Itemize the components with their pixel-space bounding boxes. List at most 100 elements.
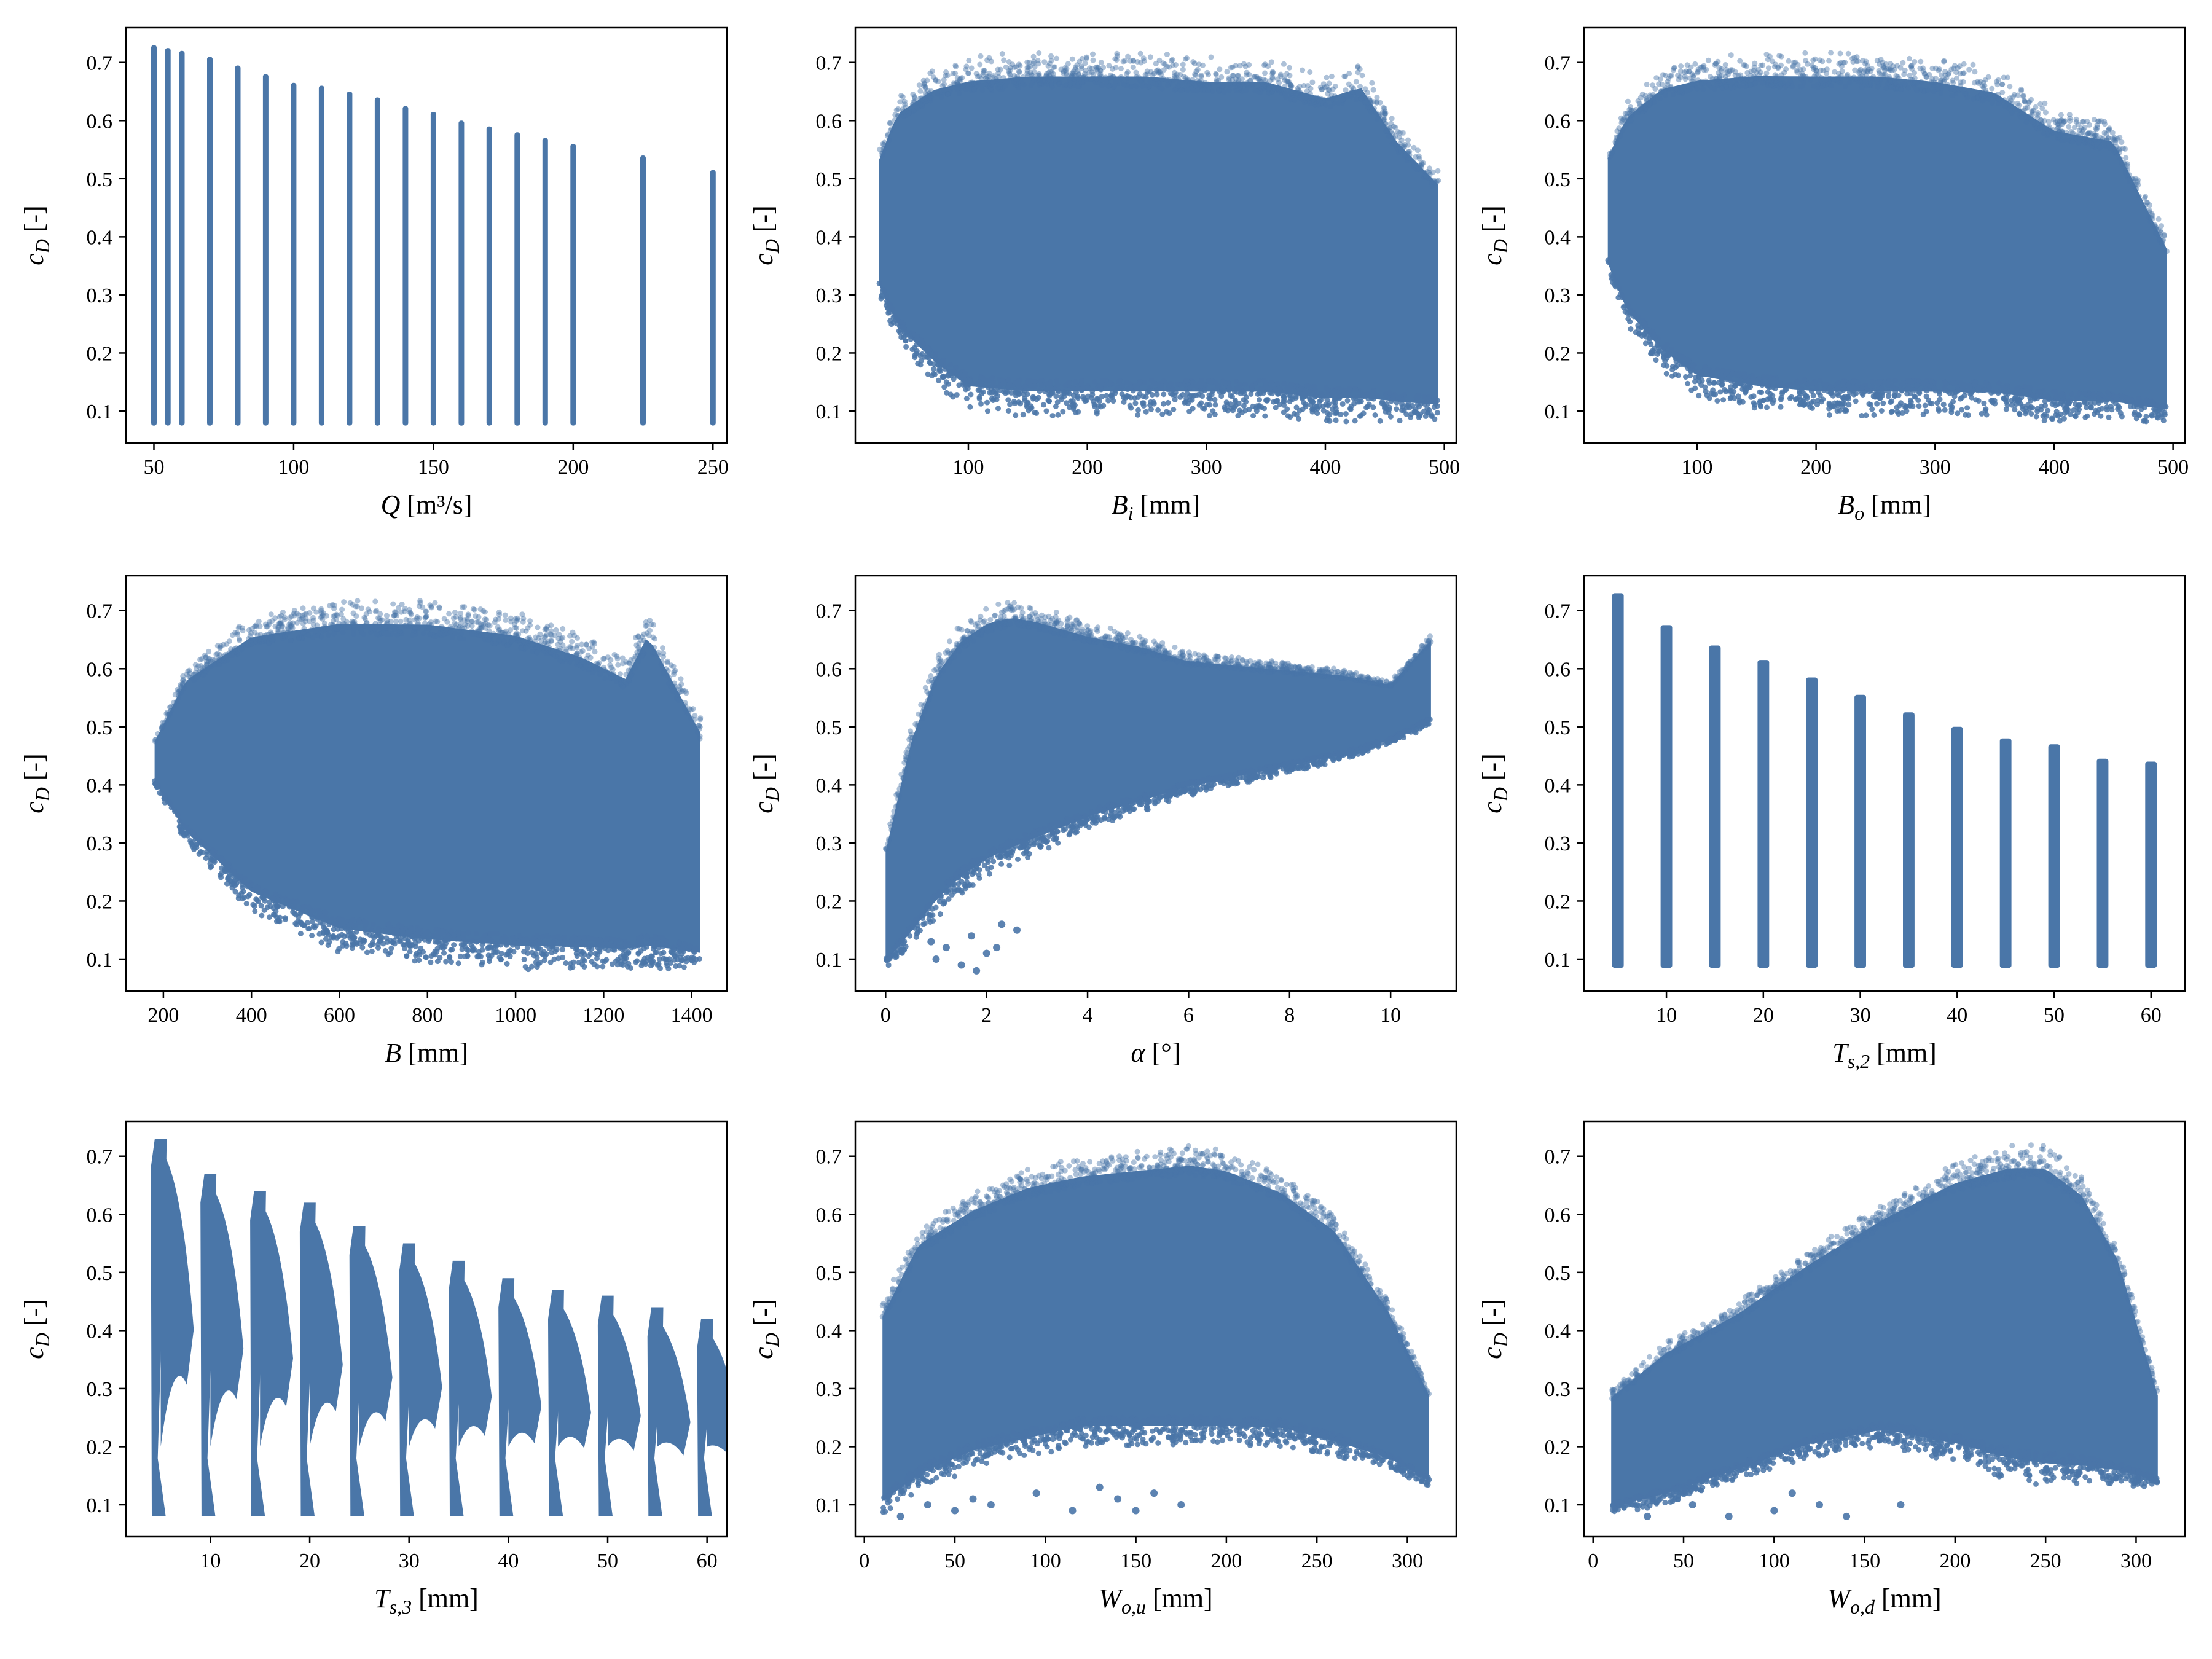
data-point xyxy=(1241,388,1247,394)
data-point xyxy=(1744,63,1749,69)
data-point xyxy=(1950,77,1956,84)
data-point xyxy=(1049,390,1056,396)
data-point xyxy=(1678,84,1684,90)
data-point xyxy=(1330,96,1335,103)
data-point xyxy=(2040,413,2046,419)
data-point xyxy=(2055,135,2061,141)
data-point xyxy=(1375,393,1381,399)
data-point xyxy=(1213,71,1219,77)
data-point xyxy=(641,638,647,644)
data-point xyxy=(2039,124,2045,130)
data-point xyxy=(1723,388,1729,394)
data-point xyxy=(257,639,262,645)
data-point xyxy=(1765,82,1771,88)
data-point xyxy=(1097,68,1104,73)
data-point xyxy=(1381,111,1387,117)
data-point xyxy=(1662,73,1668,79)
data-point xyxy=(637,649,643,655)
data-point xyxy=(1652,335,1658,341)
data-point xyxy=(895,106,901,112)
data-point xyxy=(2039,120,2045,127)
y-tick-label: 0.7 xyxy=(816,52,842,75)
data-point xyxy=(922,96,928,102)
data-point xyxy=(457,953,463,959)
data-point xyxy=(476,628,482,634)
data-point xyxy=(391,938,397,944)
data-point xyxy=(1311,407,1317,413)
data-point xyxy=(1386,133,1392,139)
data-point xyxy=(1949,404,1955,410)
data-point xyxy=(579,641,585,648)
data-point xyxy=(1064,66,1070,72)
data-point xyxy=(1194,66,1201,73)
data-point xyxy=(1744,82,1750,88)
data-point xyxy=(679,689,685,695)
data-point xyxy=(1890,63,1896,69)
data-point xyxy=(249,626,255,632)
data-point xyxy=(2133,176,2138,182)
data-point xyxy=(464,616,470,622)
data-point xyxy=(1068,74,1074,80)
data-point xyxy=(611,671,617,677)
data-point xyxy=(1855,78,1861,84)
data-point xyxy=(1135,74,1142,80)
data-point xyxy=(1862,67,1868,73)
data-point xyxy=(334,626,340,632)
data-point xyxy=(266,632,272,638)
data-point xyxy=(1932,80,1938,86)
data-point xyxy=(2102,121,2108,127)
data-point xyxy=(281,633,288,639)
data-point xyxy=(1144,71,1150,77)
data-point xyxy=(514,630,520,637)
data-point xyxy=(520,937,527,943)
data-point xyxy=(2136,193,2142,199)
data-point xyxy=(2050,117,2057,123)
data-point xyxy=(434,619,441,625)
data-point xyxy=(1230,73,1236,79)
data-point xyxy=(2060,128,2066,135)
data-point xyxy=(1772,385,1778,391)
data-point xyxy=(180,677,186,682)
data-point xyxy=(635,633,641,640)
data-point xyxy=(1838,60,1844,66)
data-point xyxy=(880,141,886,147)
data-point xyxy=(334,611,339,618)
data-point xyxy=(264,638,270,645)
data-point xyxy=(310,621,316,627)
data-point xyxy=(288,624,294,630)
data-point xyxy=(1886,66,1892,72)
data-point xyxy=(1233,87,1239,93)
data-point xyxy=(1267,390,1273,396)
data-point xyxy=(515,638,521,644)
data-point xyxy=(1219,87,1225,92)
data-point xyxy=(496,637,502,643)
data-point xyxy=(1124,71,1130,77)
data-point xyxy=(649,954,655,960)
data-point xyxy=(551,632,557,638)
data-point xyxy=(2033,414,2039,420)
data-point xyxy=(1266,84,1272,90)
data-point xyxy=(885,310,892,316)
data-point xyxy=(1067,84,1073,90)
data-point xyxy=(1959,394,1965,401)
data-point xyxy=(1282,90,1288,96)
data-point xyxy=(267,899,273,905)
data-point xyxy=(963,396,970,402)
data-point xyxy=(392,609,398,615)
data-point xyxy=(2081,119,2087,125)
data-point xyxy=(407,622,413,628)
data-point xyxy=(1424,169,1430,175)
data-point xyxy=(1886,378,1892,384)
data-point xyxy=(665,667,671,673)
data-point xyxy=(219,657,225,664)
data-point xyxy=(1306,395,1312,401)
data-point xyxy=(214,643,221,649)
data-point xyxy=(2075,133,2081,139)
data-point xyxy=(968,65,975,71)
data-point xyxy=(539,933,545,939)
data-point xyxy=(1995,390,2001,396)
data-point xyxy=(307,610,313,616)
data-point xyxy=(1975,80,1982,86)
data-point xyxy=(1735,73,1741,79)
data-point xyxy=(449,959,454,965)
